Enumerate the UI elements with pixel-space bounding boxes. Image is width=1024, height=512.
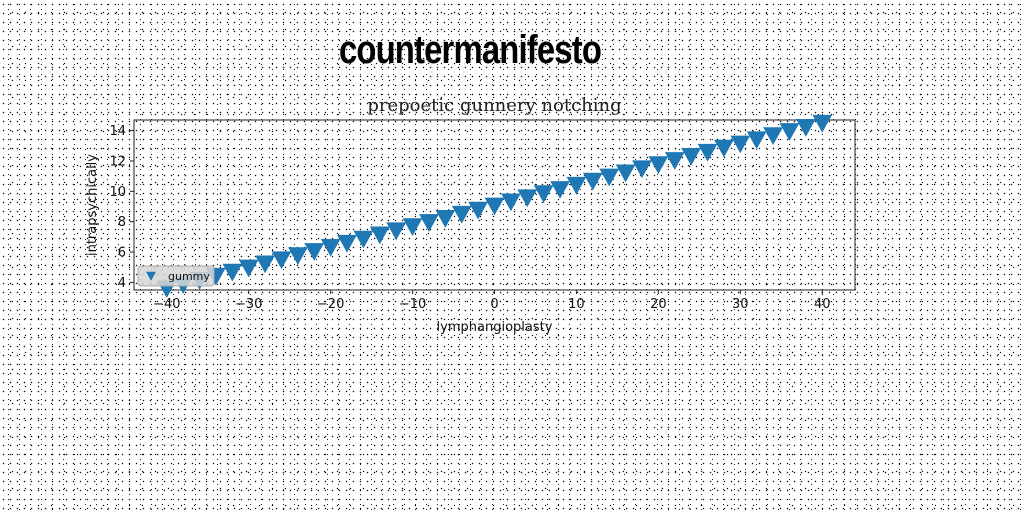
- data-point: [648, 156, 669, 174]
- data-point: [435, 210, 456, 228]
- x-tick-label: −30: [235, 297, 262, 312]
- series-gummy: [156, 114, 833, 299]
- x-tick-label: 0: [490, 297, 498, 312]
- x-tick-label: −40: [153, 297, 180, 312]
- legend-box: [137, 265, 215, 287]
- y-tick-label: 10: [109, 185, 126, 200]
- data-point: [714, 139, 734, 158]
- data-point: [386, 222, 407, 241]
- data-point: [271, 251, 292, 270]
- data-point: [763, 127, 783, 146]
- data-point: [353, 230, 374, 249]
- x-tick-label: −20: [317, 297, 344, 312]
- data-point: [320, 238, 341, 257]
- data-point: [419, 214, 439, 232]
- y-tick-label: 4: [118, 276, 126, 291]
- x-tick-label: 10: [568, 297, 585, 312]
- legend: gummy: [137, 265, 215, 287]
- x-axis: −40 −30 −20 −10 0 10 20 30 40: [153, 290, 831, 312]
- x-axis-label: lymphangioplasty: [437, 320, 553, 335]
- data-point: [582, 172, 603, 191]
- data-point: [304, 243, 325, 261]
- data-point: [664, 152, 685, 170]
- y-axis: 4 6 8 10 12 14: [109, 124, 134, 291]
- data-point: [369, 226, 390, 245]
- data-point: [550, 181, 570, 199]
- x-tick-label: 40: [814, 297, 831, 312]
- data-point: [238, 259, 259, 278]
- chart-title: prepoetic gunnery notching: [367, 95, 621, 116]
- data-point: [484, 197, 505, 216]
- data-point: [730, 135, 751, 154]
- data-point: [615, 164, 636, 183]
- data-point: [517, 189, 538, 208]
- data-point: [468, 201, 488, 220]
- data-point: [746, 131, 767, 150]
- data-point: [533, 185, 554, 203]
- x-tick-label: 30: [732, 297, 749, 312]
- data-point: [402, 218, 423, 237]
- data-point: [779, 123, 800, 141]
- y-tick-label: 6: [118, 246, 126, 261]
- data-point: [697, 143, 718, 162]
- data-point: [812, 114, 833, 133]
- legend-marker: [146, 271, 156, 281]
- data-point: [222, 263, 243, 282]
- y-tick-label: 8: [118, 215, 126, 230]
- data-point: [255, 255, 275, 274]
- data-point: [599, 168, 620, 187]
- data-point: [288, 247, 308, 265]
- x-tick-label: −10: [399, 297, 426, 312]
- data-point: [566, 176, 587, 195]
- data-point: [795, 119, 816, 137]
- y-axis-label: intrapsychically: [85, 154, 100, 256]
- y-tick-label: 12: [109, 154, 126, 169]
- legend-label: gummy: [168, 270, 210, 283]
- data-point: [632, 160, 652, 179]
- y-tick-label: 14: [109, 124, 126, 139]
- data-point: [501, 193, 521, 212]
- data-point: [451, 205, 472, 224]
- data-point: [681, 147, 701, 166]
- data-point: [337, 234, 357, 253]
- headline: countermanifesto: [338, 28, 602, 72]
- x-tick-label: 20: [650, 297, 667, 312]
